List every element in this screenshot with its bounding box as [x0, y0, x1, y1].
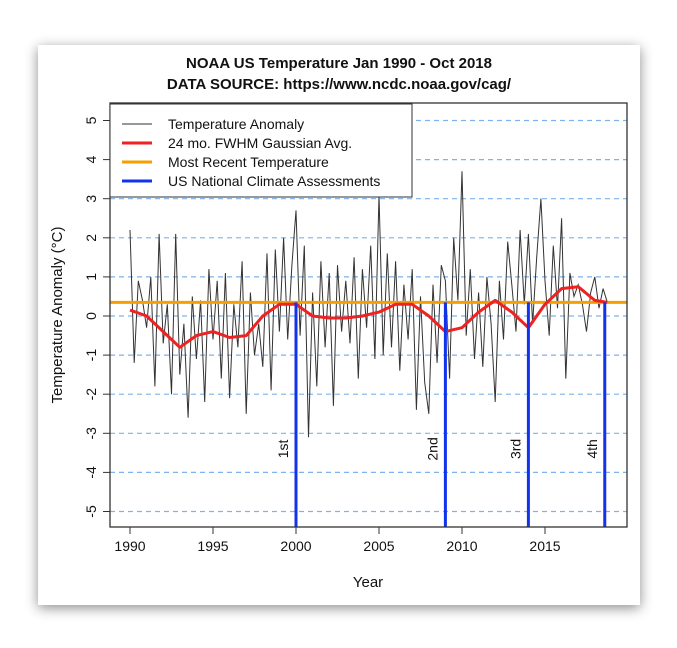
- x-tick-label: 2000: [280, 538, 311, 554]
- x-tick-label: 1990: [114, 538, 145, 554]
- y-tick-label: 3: [83, 195, 99, 203]
- chart-subtitle: DATA SOURCE: https://www.ncdc.noaa.gov/c…: [167, 76, 512, 93]
- temperature-anomaly-line: [129, 171, 608, 438]
- y-tick-label: -2: [83, 388, 99, 401]
- legend-item: Temperature Anomaly: [168, 116, 304, 132]
- y-tick-label: -1: [83, 349, 99, 362]
- legend-item: US National Climate Assessments: [168, 173, 380, 189]
- y-tick-label: -4: [83, 466, 99, 479]
- y-tick-label: 0: [83, 312, 99, 320]
- legend-item: Most Recent Temperature: [168, 154, 329, 170]
- chart-title: NOAA US Temperature Jan 1990 - Oct 2018: [186, 55, 492, 72]
- chart: 1st 2nd 3rd 4th -5 -4 -3 -2 -1 0 1 2 3 4 5 1990 1995 200…: [49, 55, 628, 591]
- y-tick-label: 1: [83, 273, 99, 281]
- legend-item: 24 mo. FWHM Gaussian Avg.: [168, 135, 352, 151]
- y-tick-label: 4: [83, 155, 99, 163]
- x-axis-label: Year: [353, 574, 383, 591]
- y-axis-label: Temperature Anomaly (°C): [49, 227, 66, 404]
- y-tick-label: 2: [83, 234, 99, 242]
- chart-card: 1st 2nd 3rd 4th -5 -4 -3 -2 -1 0 1 2 3 4 5 1990 1995 200…: [38, 45, 640, 605]
- axes: -5 -4 -3 -2 -1 0 1 2 3 4 5 1990 1995 2000 2005 2010 2015: [83, 116, 561, 554]
- plot-frame: [109, 102, 628, 528]
- x-tick-label: 2005: [363, 538, 394, 554]
- legend: Temperature Anomaly 24 mo. FWHM Gaussian…: [109, 103, 413, 198]
- climate-assessment-label: 2nd: [424, 437, 440, 460]
- y-tick-label: -3: [83, 427, 99, 440]
- x-tick-label: 2015: [529, 538, 560, 554]
- series: 1st 2nd 3rd 4th: [110, 171, 627, 527]
- climate-assessment-label: 3rd: [507, 439, 523, 459]
- x-tick-label: 2010: [446, 538, 477, 554]
- climate-assessment-label: 4th: [584, 439, 600, 458]
- x-tick-label: 1995: [197, 538, 228, 554]
- gaussian-average-line: [129, 285, 608, 349]
- y-tick-label: -5: [83, 505, 99, 518]
- climate-assessment-label: 1st: [275, 439, 291, 458]
- y-tick-label: 5: [83, 116, 99, 124]
